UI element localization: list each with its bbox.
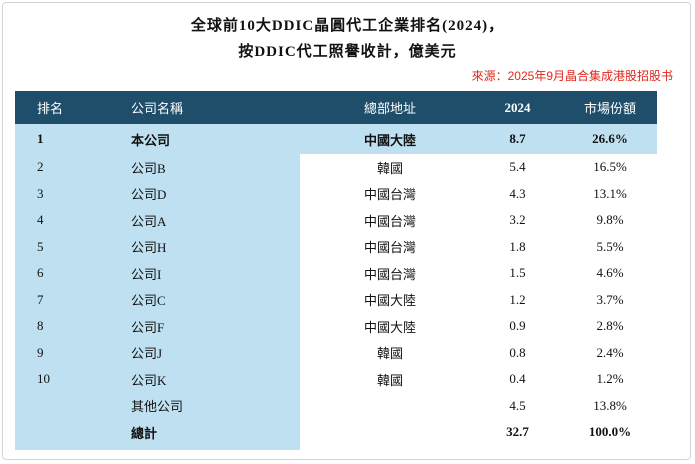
share-cell: 2.8% [596,318,624,334]
value-cell: 32.7 [506,424,529,440]
header-share: 市場份額 [583,101,636,116]
hq-cell [305,419,475,446]
table-row: 1 本公司 中國大陸 8.7 26.6% [15,124,657,154]
share-cell: 13.8% [593,397,627,413]
company-cell: 公司D [131,187,167,203]
header-company: 公司名稱 [131,101,184,116]
table-row: 3 公司D 中國台灣 4.3 13.1% [15,181,657,208]
share-cell: 9.8% [596,212,624,228]
table-row: 9 公司J 韓國 0.8 2.4% [15,340,657,367]
company-cell: 公司H [131,240,167,256]
table-row: 7 公司C 中國大陸 1.2 3.7% [15,287,657,314]
company-cell: 總計 [131,425,158,441]
title-line-1: 全球前10大DDIC晶圓代工企業排名(2024)， [190,18,505,34]
company-cell: 公司K [131,372,167,388]
rank-cell: 8 [37,318,44,334]
hq-cell [305,393,475,420]
value-cell: 0.8 [509,344,526,360]
value-cell: 0.4 [509,371,526,387]
header-value: 2024 [504,99,531,115]
hq-cell: 韓國 [376,160,403,176]
table-row: 6 公司I 中國台灣 1.5 4.6% [15,260,657,287]
share-cell: 1.2% [596,371,624,387]
rank-cell: 10 [37,371,50,387]
value-cell: 4.3 [509,185,526,201]
company-cell: 公司F [131,319,165,335]
company-cell: 公司I [131,266,162,282]
hq-cell: 中國台灣 [363,213,416,229]
hq-cell: 韓國 [376,372,403,388]
table-row: 10 公司K 韓國 0.4 1.2% [15,366,657,393]
company-cell: 本公司 [131,132,171,148]
value-cell: 0.9 [509,318,526,334]
rank-cell: 1 [37,131,44,146]
hq-cell: 中國台灣 [363,240,416,256]
source-note: 來源：2025年9月晶合集成港股招股书 [471,69,673,83]
hq-cell: 中國台灣 [363,187,416,203]
value-cell: 1.8 [509,238,526,254]
share-cell: 16.5% [593,159,627,175]
hq-cell: 中國大陸 [363,319,416,335]
rank-cell: 2 [37,159,44,175]
table-row: 8 公司F 中國大陸 0.9 2.8% [15,313,657,340]
header-rank: 排名 [37,101,64,116]
rank-cell: 9 [37,344,44,360]
table-row: 5 公司H 中國台灣 1.8 5.5% [15,234,657,261]
share-cell: 4.6% [596,265,624,281]
company-cell: 公司A [131,213,167,229]
total-row: 總計 32.7 100.0% [15,419,657,446]
company-cell: 其他公司 [131,399,184,415]
value-cell: 5.4 [509,159,526,175]
highlight-row-shading [15,124,657,154]
table-frame [2,2,691,460]
rank-cell: 6 [37,265,44,281]
rank-cell: 3 [37,185,44,201]
share-cell: 5.5% [596,238,624,254]
value-cell: 1.5 [509,265,526,281]
share-cell: 2.4% [596,344,624,360]
rank-cell: 7 [37,291,44,307]
table-row: 其他公司 4.5 13.8% [15,393,657,420]
company-cell: 公司C [131,293,166,309]
table-row: 2 公司B 韓國 5.4 16.5% [15,154,657,181]
hq-cell: 中國台灣 [363,266,416,282]
value-cell: 4.5 [509,397,526,413]
left-column-shading [15,154,300,450]
title-line-2: 按DDIC代工照譽收計，億美元 [238,44,457,60]
share-cell: 100.0% [588,424,632,440]
share-cell: 13.1% [593,185,627,201]
table-header: 排名 公司名稱 總部地址 2024 市場份額 [15,91,657,124]
value-cell: 8.7 [509,131,526,146]
share-cell: 3.7% [596,291,624,307]
hq-cell: 中國大陸 [363,293,416,309]
rank-cell: 5 [37,238,44,254]
rank-cell: 4 [37,212,44,228]
value-cell: 1.2 [509,291,526,307]
header-hq: 總部地址 [363,101,416,116]
table-row: 4 公司A 中國台灣 3.2 9.8% [15,207,657,234]
share-cell: 26.6% [592,131,628,146]
company-cell: 公司B [131,160,166,176]
hq-cell: 中國大陸 [363,132,416,148]
company-cell: 公司J [131,346,163,362]
hq-cell: 韓國 [376,346,403,362]
value-cell: 3.2 [509,212,526,228]
